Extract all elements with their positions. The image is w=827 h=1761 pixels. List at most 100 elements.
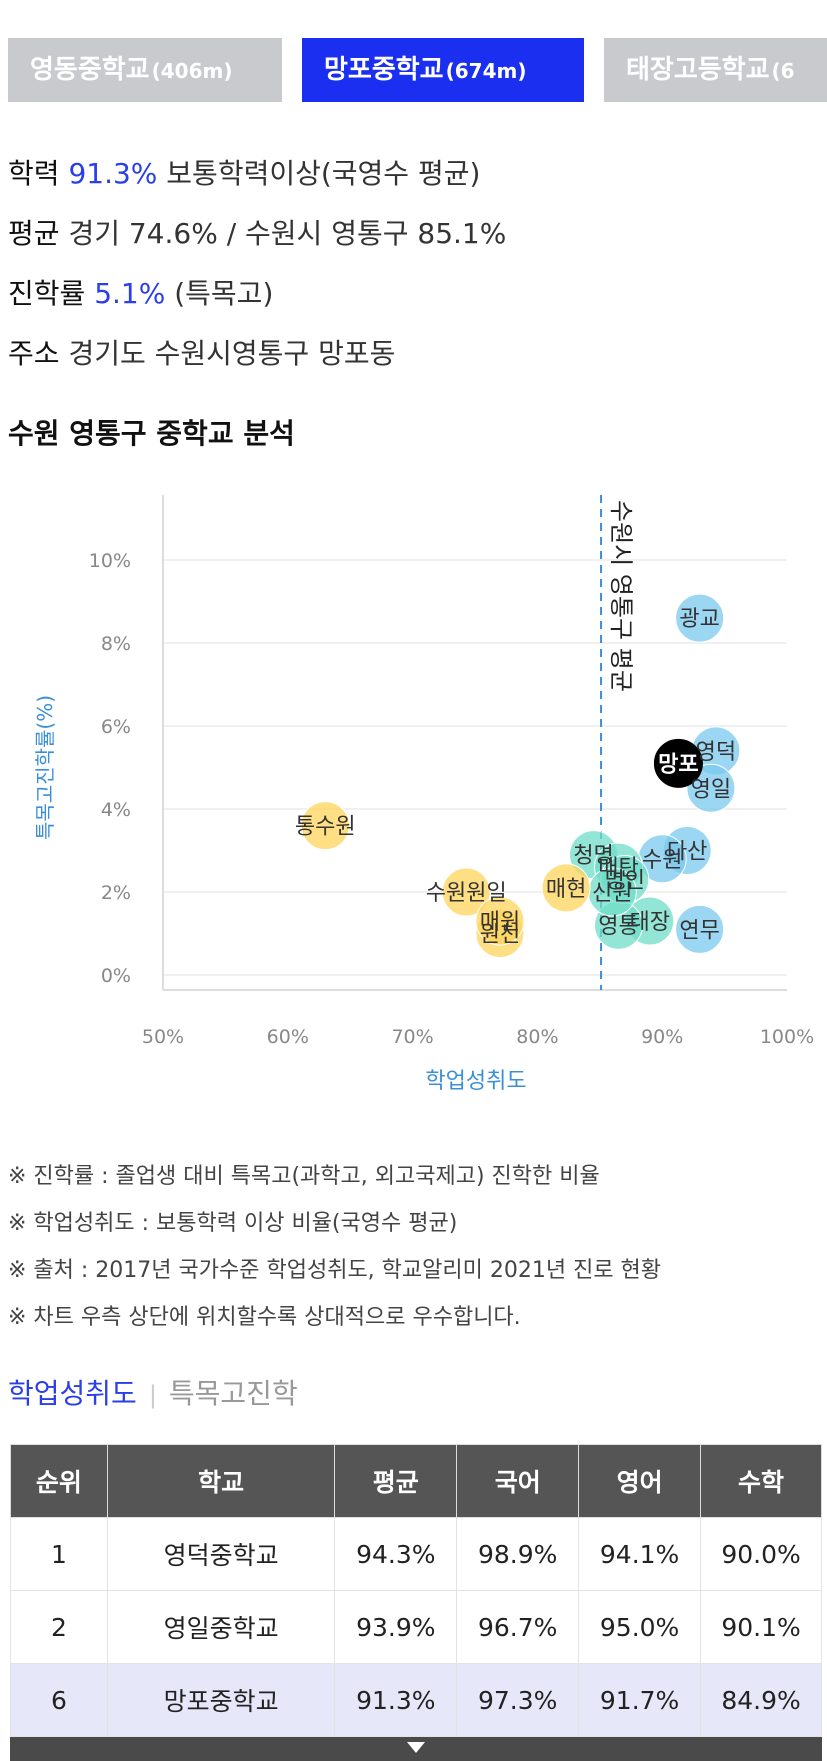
table-row[interactable]: 2 영일중학교 93.9% 96.7% 95.0% 90.1% — [10, 1590, 822, 1664]
data-point — [441, 867, 491, 917]
info-label: 주소 — [8, 337, 60, 370]
y-tick-label: 2% — [101, 882, 131, 904]
table-row[interactable]: 1 영덕중학교 94.3% 98.9% 94.1% 90.0% — [10, 1517, 822, 1591]
ranking-table: 순위 학교 평균 국어 영어 수학 1 영덕중학교 94.3% 98.9% 94… — [10, 1444, 822, 1737]
data-label: 다산 — [667, 840, 707, 865]
tab-distance: (6 — [771, 59, 795, 83]
data-point — [675, 593, 725, 643]
header-english: 영어 — [578, 1444, 702, 1518]
tab-school-2[interactable]: 태장고등학교 (6 — [604, 38, 827, 102]
info-achievement: 학력 91.3% 보통학력이상(국영수 평균) — [8, 152, 480, 192]
info-address: 주소 경기도 수원시영통구 망포동 — [8, 332, 395, 372]
note-0: ※ 진학률 : 졸업생 대비 특목고(과학고, 외고국제고) 진학한 비율 — [8, 1164, 600, 1189]
cell-average: 91.3% — [334, 1663, 458, 1737]
x-tick-label: 60% — [267, 1026, 309, 1048]
cell-math: 90.0% — [700, 1517, 822, 1591]
note-3: ※ 차트 우측 상단에 위치할수록 상대적으로 우수합니다. — [8, 1305, 521, 1330]
info-label: 학력 — [8, 157, 60, 190]
cell-korean: 97.3% — [456, 1663, 580, 1737]
cell-school: 영일중학교 — [106, 1590, 336, 1664]
data-label: 광교 — [679, 607, 719, 632]
tab-school-1[interactable]: 망포중학교 (674m) — [302, 38, 584, 102]
table-row-highlighted[interactable]: 6 망포중학교 91.3% 97.3% 91.7% 84.9% — [10, 1663, 822, 1737]
header-korean: 국어 — [456, 1444, 580, 1518]
data-label: 신원 — [592, 881, 632, 906]
data-label: 수원원일 — [426, 881, 507, 906]
header-math: 수학 — [700, 1444, 822, 1518]
data-label: 원천 — [480, 923, 520, 948]
cell-korean: 98.9% — [456, 1517, 580, 1591]
data-label: 망포 — [658, 752, 698, 777]
x-axis-label: 학업성취도 — [425, 1069, 526, 1094]
data-point — [300, 801, 350, 851]
cell-english: 91.7% — [578, 1663, 702, 1737]
info-value: 5.1% — [94, 277, 166, 310]
section-title: 수원 영통구 중학교 분석 — [8, 417, 295, 450]
data-label: 영덕 — [696, 740, 736, 765]
tab-distance: (406m) — [151, 59, 233, 83]
data-label: 매현 — [546, 877, 586, 902]
expand-table-button[interactable] — [10, 1737, 822, 1761]
header-rank: 순위 — [10, 1444, 108, 1518]
cell-math: 90.1% — [700, 1590, 822, 1664]
info-desc: 보통학력이상(국영수 평균) — [166, 157, 481, 190]
info-advancement: 진학률 5.1% (특목고) — [8, 272, 273, 312]
tab-label: 망포중학교 — [324, 55, 444, 85]
tab-label: 태장고등학교 — [626, 55, 770, 85]
cell-average: 94.3% — [334, 1517, 458, 1591]
data-point — [475, 896, 525, 946]
header-average: 평균 — [334, 1444, 458, 1518]
tab-school-0[interactable]: 영동중학교 (406m) — [8, 38, 282, 102]
info-desc: (특목고) — [174, 277, 274, 310]
data-point — [541, 863, 591, 913]
data-label: 청명 — [573, 844, 613, 869]
data-label: 수원 — [642, 848, 682, 873]
x-tick-label: 90% — [641, 1026, 683, 1048]
chevron-down-icon — [407, 1742, 425, 1753]
tab-distance: (674m) — [445, 59, 527, 83]
y-tick-label: 8% — [101, 633, 131, 655]
cell-average: 93.9% — [334, 1590, 458, 1664]
cell-rank: 1 — [10, 1517, 108, 1591]
data-label: 매탄 — [598, 856, 638, 881]
cell-school: 망포중학교 — [106, 1663, 336, 1737]
cell-korean: 96.7% — [456, 1590, 580, 1664]
tab-label: 영동중학교 — [30, 55, 150, 85]
note-1: ※ 학업성취도 : 보통학력 이상 비율(국영수 평균) — [8, 1211, 458, 1236]
cell-rank: 6 — [10, 1663, 108, 1737]
info-label: 진학률 — [8, 277, 86, 310]
y-tick-label: 4% — [101, 799, 131, 821]
cell-math: 84.9% — [700, 1663, 822, 1737]
tab-achievement[interactable]: 학업성취도 — [8, 1377, 137, 1410]
reference-line-label: 수원시 영통구 평균 — [607, 500, 635, 692]
y-tick-label: 0% — [101, 965, 131, 987]
cell-school: 영덕중학교 — [106, 1517, 336, 1591]
info-label: 평균 — [8, 217, 60, 250]
cell-english: 95.0% — [578, 1590, 702, 1664]
data-label: 영일 — [691, 777, 731, 802]
data-label: 연무 — [679, 918, 719, 943]
info-desc: 경기 74.6% / 수원시 영통구 85.1% — [68, 217, 507, 250]
x-tick-label: 80% — [516, 1026, 558, 1048]
table-header-row: 순위 학교 평균 국어 영어 수학 — [10, 1444, 822, 1518]
ranking-tabs: 학업성취도 | 특목고진학 — [8, 1372, 298, 1412]
data-point — [675, 904, 725, 954]
info-average: 평균 경기 74.6% / 수원시 영통구 85.1% — [8, 212, 506, 252]
y-axis-label: 특목고진학률(%) — [33, 695, 57, 840]
info-value: 91.3% — [68, 157, 158, 190]
scatter-chart: 0% 2% 4% 6% 8% 10% 50% 60% 70% 80% 90% 100% 학업성취도 특목고… — [33, 495, 814, 1094]
school-tabs: 영동중학교 (406m) 망포중학교 (674m) 태장고등학교 (6 — [8, 38, 827, 102]
data-label: 명인 — [605, 869, 645, 894]
data-label: 매원 — [480, 910, 520, 935]
data-label: 태장 — [629, 910, 669, 935]
tab-separator: | — [148, 1381, 157, 1409]
x-tick-label: 100% — [760, 1026, 814, 1048]
data-point — [653, 738, 703, 788]
info-desc: 경기도 수원시영통구 망포동 — [68, 337, 396, 370]
x-tick-label: 70% — [391, 1026, 433, 1048]
tab-advancement[interactable]: 특목고진학 — [168, 1377, 298, 1410]
data-label: 영통 — [598, 914, 638, 939]
cell-rank: 2 — [10, 1590, 108, 1664]
y-tick-label: 6% — [101, 716, 131, 738]
cell-english: 94.1% — [578, 1517, 702, 1591]
